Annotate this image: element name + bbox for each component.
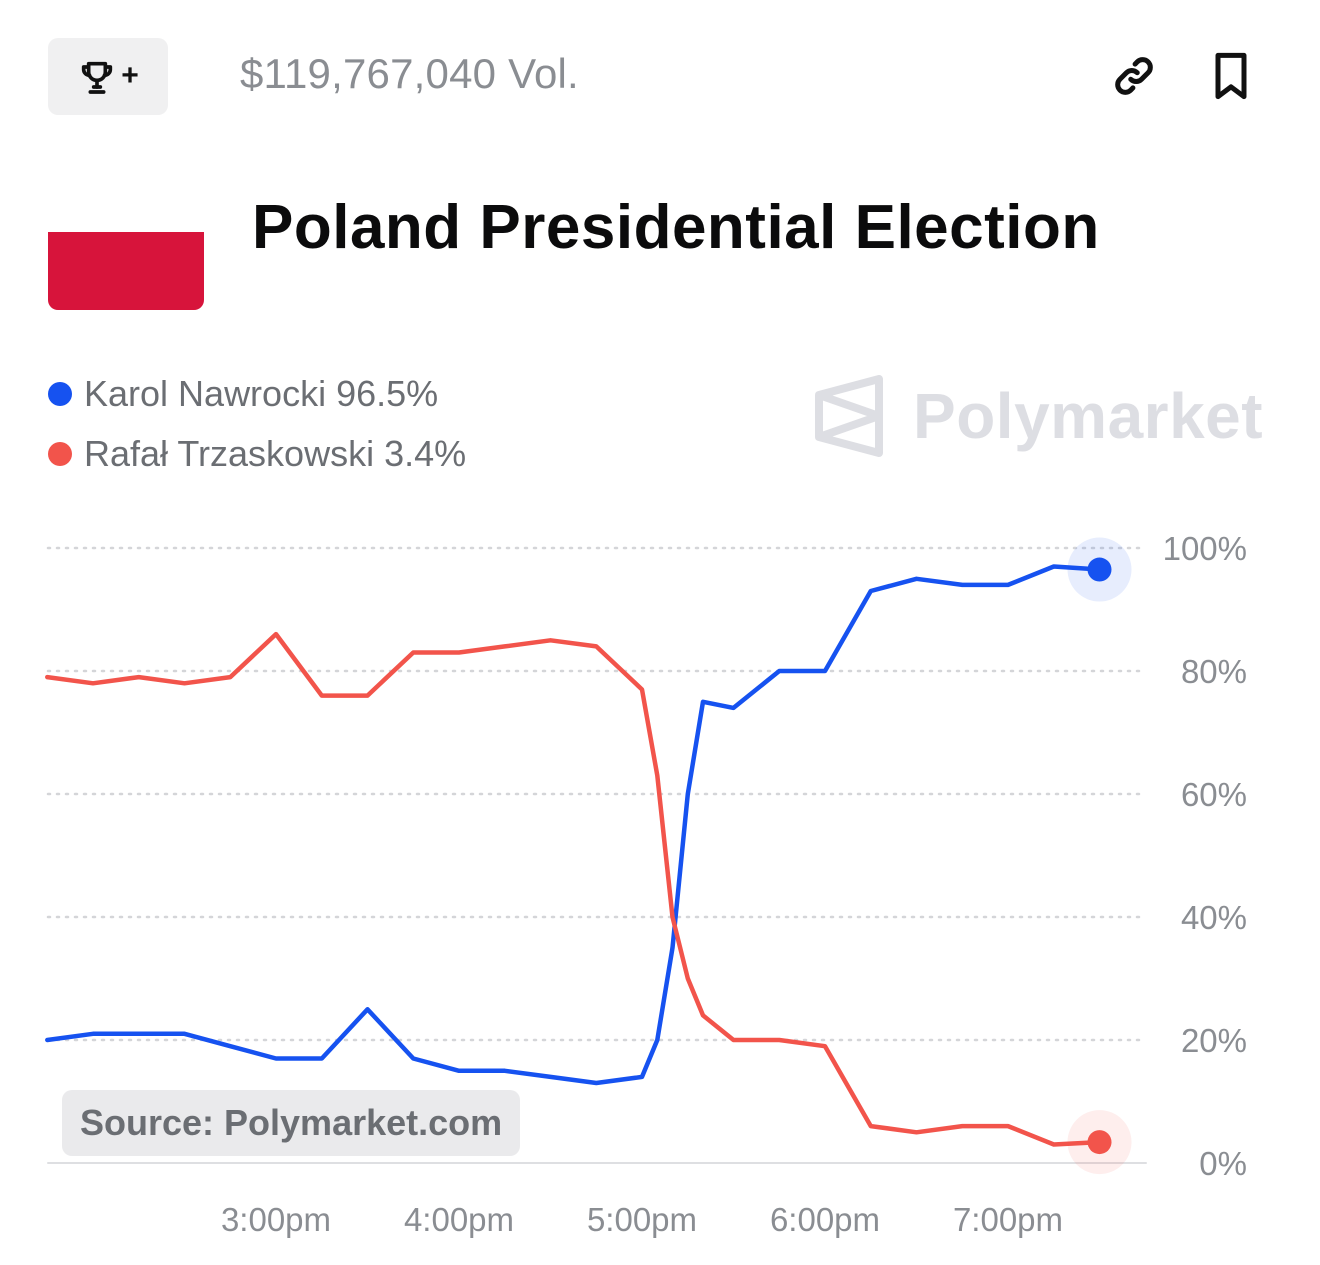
chart-grid — [46, 546, 1148, 1164]
market-volume: $119,767,040 Vol. — [240, 50, 579, 97]
market-title: Poland Presidential Election — [252, 193, 1100, 262]
y-tick-label: 0% — [1199, 1145, 1247, 1182]
series-line-trzaskowski — [45, 631, 1102, 1147]
y-tick-label: 20% — [1181, 1022, 1247, 1059]
y-tick-label: 40% — [1181, 899, 1247, 936]
chart-series — [45, 564, 1102, 1147]
source-label: Source: Polymarket.com — [62, 1090, 521, 1156]
legend-item-trzaskowski: Rafał Trzaskowski 3.4% — [48, 424, 466, 484]
copy-link-button[interactable] — [1108, 50, 1160, 102]
x-tick-label: 4:00pm — [404, 1201, 514, 1238]
x-axis-ticks: 3:00pm 4:00pm 5:00pm 6:00pm 7:00pm — [221, 1201, 1063, 1238]
watermark-brand: Polymarket — [913, 380, 1264, 452]
y-tick-label: 80% — [1181, 653, 1247, 690]
link-icon — [1115, 57, 1153, 95]
bookmark-icon — [1215, 52, 1247, 100]
x-tick-label: 6:00pm — [770, 1201, 880, 1238]
trophy-icon — [82, 61, 113, 94]
legend-label-nawrocki: Karol Nawrocki 96.5% — [84, 373, 439, 414]
endpoint-marker-nawrocki — [1087, 557, 1112, 582]
x-tick-label: 7:00pm — [953, 1201, 1063, 1238]
x-tick-label: 3:00pm — [221, 1201, 331, 1238]
y-tick-label: 100% — [1163, 530, 1247, 567]
legend-label-trzaskowski: Rafał Trzaskowski 3.4% — [84, 433, 467, 474]
bookmark-button[interactable] — [1205, 50, 1257, 102]
chart-legend: Karol Nawrocki 96.5% Rafał Trzaskowski 3… — [48, 364, 466, 484]
trophy-add-button[interactable]: + — [48, 38, 168, 115]
polymarket-logo-icon — [815, 375, 883, 457]
legend-dot-nawrocki — [48, 382, 72, 406]
x-tick-label: 5:00pm — [587, 1201, 697, 1238]
y-tick-label: 60% — [1181, 776, 1247, 813]
y-axis-ticks: 100% 80% 60% 40% 20% 0% — [1163, 530, 1247, 1182]
polymarket-watermark: Polymarket — [815, 375, 1263, 457]
series-line-nawrocki — [45, 564, 1102, 1086]
poland-flag — [48, 232, 204, 310]
legend-dot-trzaskowski — [48, 442, 72, 466]
chart-endpoints — [1067, 537, 1132, 1175]
legend-item-nawrocki: Karol Nawrocki 96.5% — [48, 364, 466, 424]
trophy-plus-label: + — [121, 58, 139, 92]
top-bar: + $119,767,040 Vol. — [0, 0, 1320, 150]
endpoint-marker-trzaskowski — [1087, 1130, 1112, 1155]
